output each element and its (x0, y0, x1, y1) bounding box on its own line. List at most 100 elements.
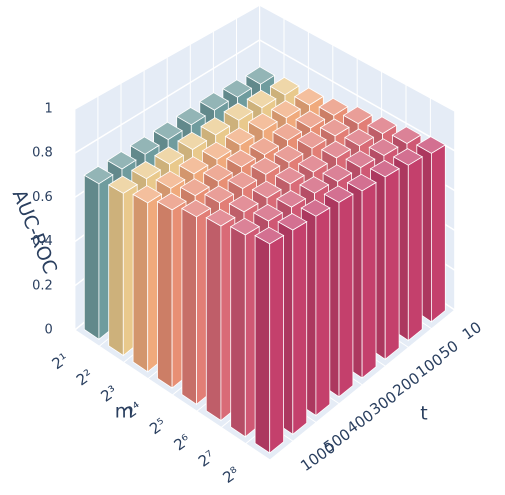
bar-top (247, 112, 278, 131)
bar-face (361, 181, 377, 379)
bar-top (131, 161, 162, 180)
bar-top (416, 136, 447, 154)
bar-top (299, 176, 330, 194)
bar-top (178, 156, 209, 175)
bar-top (200, 117, 231, 136)
z-tick-label: 0.6 (32, 190, 53, 205)
bar-top (199, 92, 230, 111)
bar-top (368, 138, 399, 156)
z-tick-label: 1 (45, 102, 53, 117)
bar-face (430, 144, 446, 323)
bar-top (321, 140, 352, 159)
bar-face (108, 184, 124, 357)
bar-top (297, 154, 328, 173)
bar-top (323, 185, 354, 203)
bar-top (253, 203, 284, 222)
x-tick-label: 2¹ (49, 349, 72, 373)
bar (416, 136, 447, 323)
bar-face (254, 234, 271, 454)
bar-top (270, 100, 301, 119)
bar-top (294, 87, 325, 106)
z-tick-label: 0.4 (32, 234, 53, 249)
bar-top (277, 213, 308, 231)
bar-top (204, 185, 235, 204)
x-tick-label: 2² (73, 366, 96, 390)
bar (254, 226, 285, 454)
bar-top (229, 217, 260, 236)
bar-top (249, 137, 280, 156)
bar-face (315, 207, 331, 417)
bar-top (318, 97, 349, 116)
z-tick-label: 0.8 (32, 146, 53, 161)
bar-top (295, 110, 326, 129)
bar-top (345, 150, 376, 168)
bar-top (251, 180, 282, 199)
bar-top (276, 190, 307, 208)
y-axis-title: t (420, 403, 427, 425)
bar-top (342, 106, 373, 125)
x-tick-label: 2⁵ (146, 414, 169, 438)
bar-top (106, 151, 137, 170)
bar-face (384, 167, 400, 361)
bar-top (129, 136, 160, 155)
bar-top (223, 102, 254, 121)
bar-top (269, 76, 300, 96)
bar-face (205, 217, 222, 422)
bar-top (177, 131, 208, 150)
grid-line (74, 4, 456, 112)
z-tick-label: 0.2 (32, 278, 53, 293)
grid-line (74, 39, 456, 154)
bar-top (272, 122, 303, 141)
bar-top (254, 226, 285, 245)
bar-top (205, 208, 236, 227)
bar-top (228, 194, 259, 213)
bar-top (273, 145, 304, 163)
bar-top (202, 163, 233, 182)
bar-top (224, 127, 255, 146)
bar-top (246, 89, 277, 109)
bar-top (300, 199, 331, 217)
bar-top (391, 126, 422, 144)
bar-top (369, 159, 400, 178)
bar-face (338, 193, 354, 398)
x-tick-label: 2⁸ (219, 463, 242, 487)
bar-top (392, 148, 423, 166)
bar-top (107, 175, 138, 194)
bar-face (230, 226, 246, 438)
bar-top (156, 192, 187, 211)
bar-face (157, 200, 173, 389)
bar-top (322, 164, 353, 182)
x-axis-title: m (115, 401, 134, 423)
bar-face (269, 234, 285, 454)
bar-top (227, 171, 258, 189)
bar-top (245, 66, 276, 85)
bar-face (292, 220, 308, 436)
bar-top (222, 79, 253, 98)
bar-face (407, 156, 423, 342)
bar-top (154, 146, 185, 165)
bar-top (319, 118, 350, 137)
bar-top (226, 149, 257, 168)
floor-grid (74, 329, 271, 461)
bar-top (201, 141, 232, 160)
bar-top (132, 185, 163, 204)
bar-top (181, 199, 212, 218)
bar-top (296, 130, 327, 149)
bar-top (155, 170, 186, 189)
bars (83, 66, 447, 454)
bar-face (83, 174, 100, 341)
z-tick-label: 0 (45, 323, 53, 338)
x-tick-label: 2⁷ (195, 447, 218, 471)
bar-top (175, 107, 206, 126)
y-tick-label: 10 (459, 318, 485, 344)
bar-top (274, 166, 305, 185)
bar (83, 165, 114, 341)
bar-top (152, 121, 183, 140)
bar-face (181, 207, 197, 406)
bar-top (179, 178, 210, 197)
bar-face (132, 193, 149, 373)
x-tick-label: 2⁶ (171, 431, 194, 455)
bar-top (346, 173, 377, 192)
bar-top (367, 116, 398, 135)
